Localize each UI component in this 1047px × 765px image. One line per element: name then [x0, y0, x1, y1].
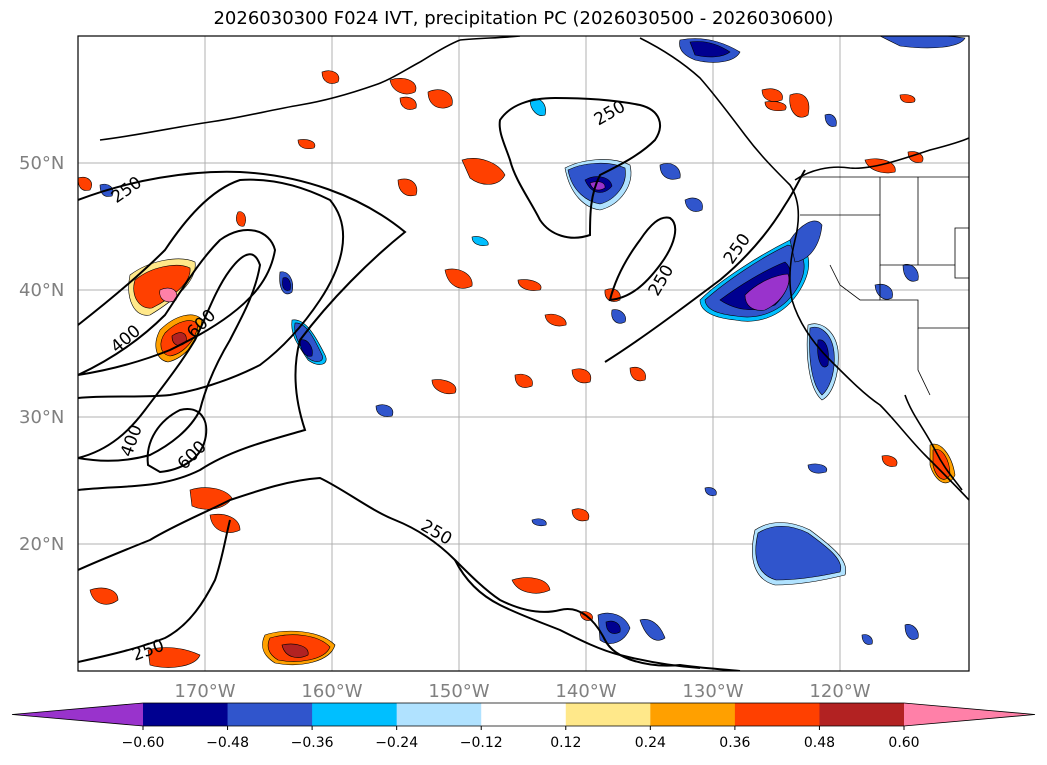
colorbar-segment	[650, 703, 736, 726]
colorbar-tick-label: 0.36	[719, 735, 750, 751]
colorbar-tick-label: −0.12	[460, 735, 503, 751]
colorbar-segment	[312, 703, 398, 726]
lat-label-40n: 40°N	[19, 280, 64, 301]
colorbar-segment	[481, 703, 567, 726]
map-title: 2026030300 F024 IVT, precipitation PC (2…	[213, 8, 834, 29]
colorbar-tick-label: −0.48	[206, 735, 249, 751]
colorbar-segment	[819, 703, 905, 726]
colorbar-tick-label: −0.24	[375, 735, 418, 751]
lon-label-130w: 130°W	[682, 681, 743, 702]
lon-label-160w: 160°W	[301, 681, 362, 702]
colorbar-tick-label: 0.60	[888, 735, 919, 751]
colorbar-extend-max	[904, 703, 1035, 726]
colorbar-segment	[396, 703, 482, 726]
colorbar-segment	[565, 703, 651, 726]
lon-label-170w: 170°W	[174, 681, 235, 702]
colorbar-tick-label: 0.12	[550, 735, 581, 751]
colorbar-segment	[143, 703, 229, 726]
lon-label-120w: 120°W	[809, 681, 870, 702]
lat-label-30n: 30°N	[19, 407, 64, 428]
colorbar: −0.60 −0.48 −0.36 −0.24 −0.12 0.12 0.24 0.36 0.4…	[11, 702, 1036, 751]
colorbar-extend-min	[12, 703, 143, 726]
colorbar-tick-label: −0.36	[291, 735, 334, 751]
borders	[800, 176, 969, 396]
map-frame	[77, 35, 970, 672]
colorbar-tick-label: 0.24	[635, 735, 666, 751]
colorbar-tick-label: −0.60	[122, 735, 165, 751]
coastline	[99, 36, 969, 501]
lat-label-50n: 50°N	[19, 153, 64, 174]
ivt-contours	[78, 96, 806, 671]
colorbar-segment	[734, 703, 820, 726]
colorbar-tick-label: 0.48	[804, 735, 835, 751]
lon-label-140w: 140°W	[555, 681, 616, 702]
precip-negative	[99, 36, 966, 645]
lon-label-150w: 150°W	[428, 681, 489, 702]
lat-label-20n: 20°N	[19, 534, 64, 555]
colorbar-segment	[227, 703, 313, 726]
